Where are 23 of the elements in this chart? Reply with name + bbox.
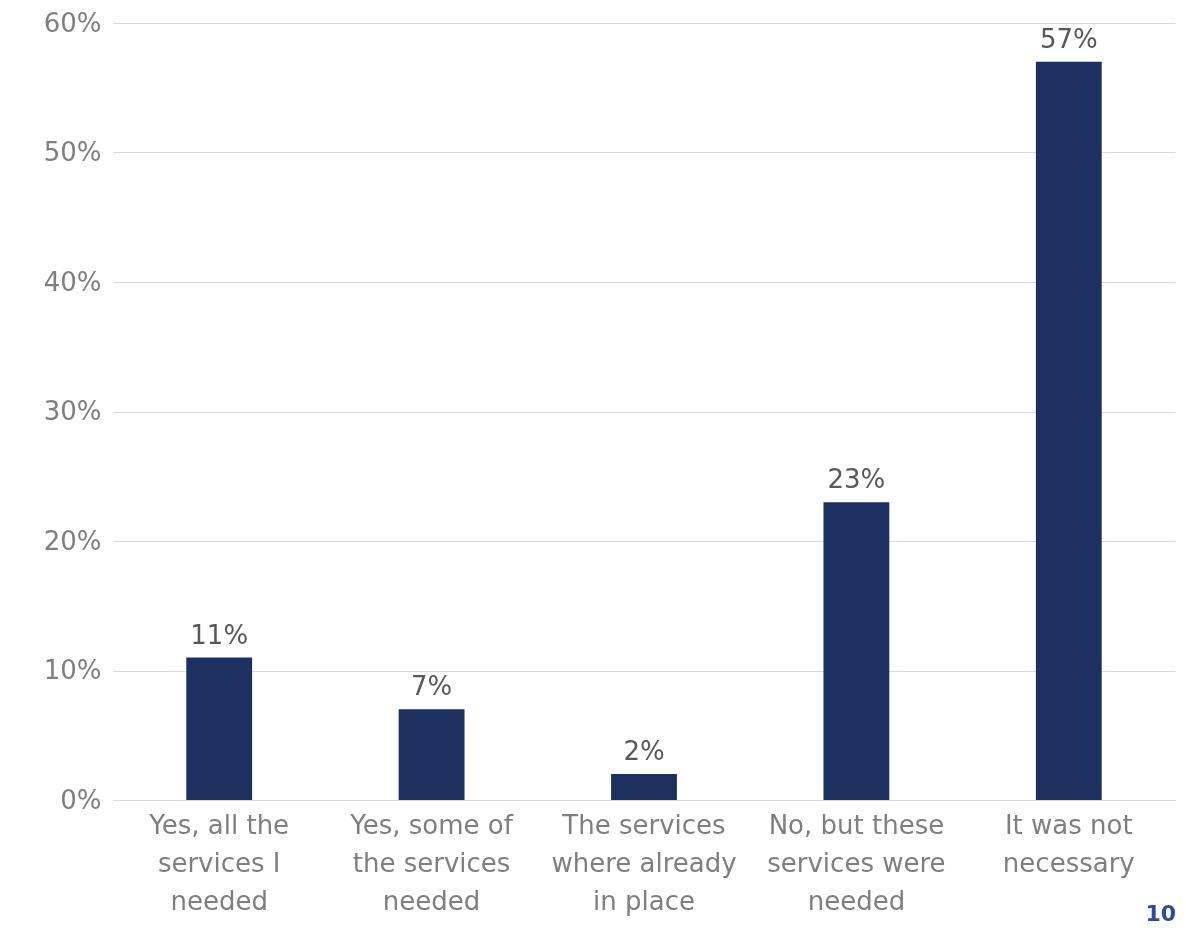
y-tick-label: 60% <box>43 7 102 38</box>
text: 10 <box>1145 901 1176 926</box>
data-label: 57% <box>1039 23 1098 54</box>
data-label: 7% <box>410 671 453 702</box>
x-tick-label: It was not necessary <box>1002 809 1135 878</box>
bar <box>611 774 677 800</box>
x-tick-label: Yes, all the services I needed <box>148 809 290 916</box>
bar <box>186 657 253 800</box>
y-tick-label: 30% <box>43 396 102 426</box>
y-tick-label: 10% <box>43 655 102 685</box>
bar <box>823 502 890 800</box>
y-tick-label: 40% <box>43 266 102 297</box>
data-label: 2% <box>623 736 665 767</box>
data-label: 11% <box>190 619 249 650</box>
x-tick-label: Yes, some of the services needed <box>349 809 514 916</box>
bar <box>1035 61 1102 800</box>
y-tick-label: 20% <box>43 525 102 556</box>
data-label: 23% <box>827 464 886 495</box>
y-tick-label: 50% <box>43 137 102 167</box>
x-tick-label: The services where already in place <box>551 809 737 916</box>
bar <box>398 709 465 800</box>
x-tick-label: No, but these services were needed <box>767 809 946 916</box>
y-tick-label: 0% <box>60 784 102 815</box>
